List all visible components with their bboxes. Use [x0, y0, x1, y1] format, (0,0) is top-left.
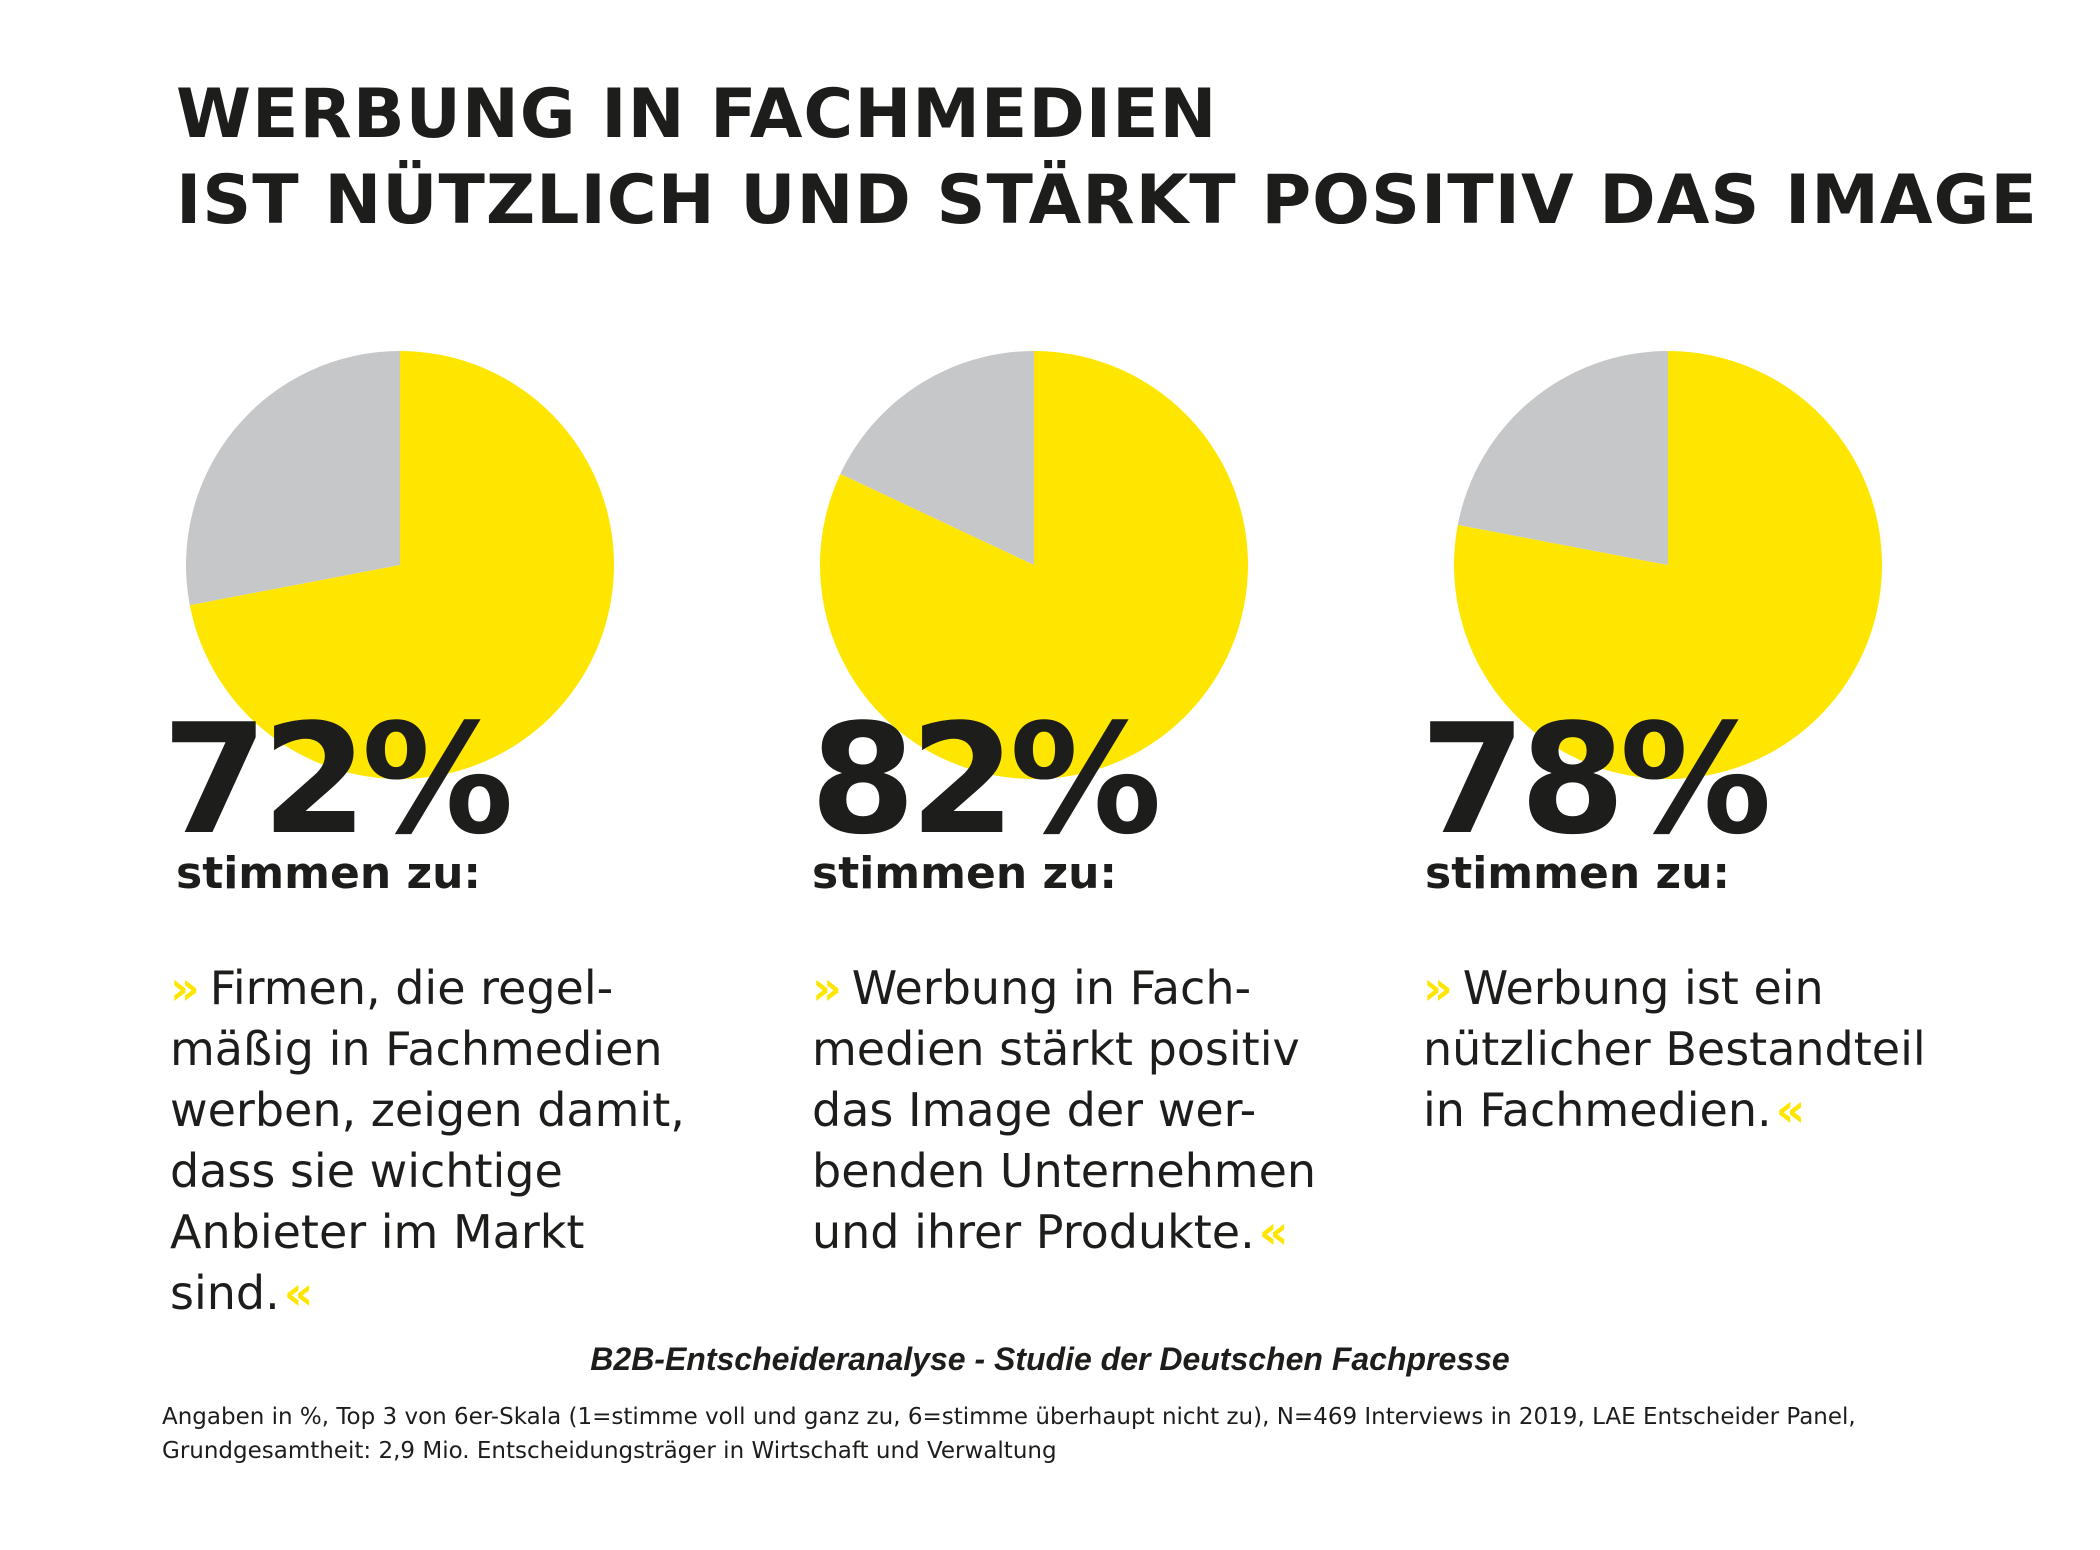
percent-value-3: 78%: [1420, 691, 1772, 868]
statement-text: benden Unternehmen: [812, 1144, 1317, 1198]
statement-line: in Fachmedien.«: [1423, 1080, 1926, 1141]
statement-text: Anbieter im Markt: [170, 1205, 585, 1259]
percent-value-2: 82%: [810, 691, 1162, 868]
quote-close-icon: «: [283, 1266, 314, 1320]
pie-chart-1: [184, 349, 616, 781]
agree-label-2: stimmen zu:: [812, 848, 1118, 899]
statement-3: » Werbung ist ein nützlicher Bestandteil in…: [1423, 958, 1926, 1141]
statement-text: werben, zeigen damit,: [170, 1083, 685, 1137]
quote-open-icon: »: [1423, 961, 1453, 1015]
quote-close-icon: «: [1258, 1205, 1289, 1259]
statement-line: benden Unternehmen: [812, 1141, 1316, 1202]
pie-chart-1-svg: [185, 351, 614, 779]
statement-line: nützlicher Bestandteil: [1423, 1019, 1926, 1080]
statement-line: dass sie wichtige: [170, 1141, 685, 1202]
statement-1: » Firmen, die regel-mäßig in Fachmedien we…: [170, 958, 685, 1324]
quote-open-icon: »: [170, 961, 200, 1015]
title-line-2: IST NÜTZLICH UND STÄRKT POSITIV DAS IMAG…: [176, 161, 2038, 240]
pie-slice-rest: [840, 351, 1034, 565]
pie-slice-agree: [189, 351, 614, 779]
agree-label-1: stimmen zu:: [176, 848, 482, 899]
footnote-line-2: Grundgesamtheit: 2,9 Mio. Entscheidungst…: [162, 1438, 1057, 1464]
pie-slice-rest: [185, 351, 400, 606]
pie-chart-2-svg: [820, 351, 1248, 779]
pie-slice-rest: [1457, 351, 1668, 565]
statement-text: nützlicher Bestandteil: [1423, 1022, 1926, 1076]
statement-line: das Image der wer-: [812, 1080, 1316, 1141]
pie-chart-2: [818, 349, 1250, 781]
statement-line: sind.«: [170, 1263, 685, 1324]
statement-line: » Firmen, die regel-: [170, 958, 685, 1019]
pie-chart-3-svg: [1454, 351, 1882, 779]
statement-line: » Werbung ist ein: [1423, 958, 1926, 1019]
footnote-line-1: Angaben in %, Top 3 von 6er-Skala (1=sti…: [162, 1404, 1856, 1430]
title-line-1: WERBUNG IN FACHMEDIEN: [176, 75, 1218, 154]
statement-text: in Fachmedien.: [1423, 1083, 1772, 1137]
statement-text: Firmen, die regel-: [209, 961, 614, 1015]
statement-text: mäßig in Fachmedien: [170, 1022, 663, 1076]
statement-text: sind.: [170, 1266, 280, 1320]
statement-text: Werbung ist ein: [1462, 961, 1824, 1015]
statement-line: » Werbung in Fach-: [812, 958, 1316, 1019]
statement-line: mäßig in Fachmedien: [170, 1019, 685, 1080]
statement-line: medien stärkt positiv: [812, 1019, 1316, 1080]
statement-text: medien stärkt positiv: [812, 1022, 1300, 1076]
statement-text: das Image der wer-: [812, 1083, 1257, 1137]
statement-2: » Werbung in Fach-medien stärkt positiv da…: [812, 958, 1316, 1263]
statement-text: dass sie wichtige: [170, 1144, 563, 1198]
statement-text: Werbung in Fach-: [851, 961, 1252, 1015]
statement-text: und ihrer Produkte.: [812, 1205, 1255, 1259]
percent-value-1: 72%: [162, 691, 514, 868]
page-title: WERBUNG IN FACHMEDIEN IST NÜTZLICH UND S…: [176, 72, 2038, 244]
pie-chart-3: [1452, 349, 1884, 781]
statement-line: Anbieter im Markt: [170, 1202, 685, 1263]
agree-label-3: stimmen zu:: [1425, 848, 1731, 899]
statement-line: und ihrer Produkte.«: [812, 1202, 1316, 1263]
source-caption: B2B-Entscheideranalyse - Studie der Deut…: [590, 1341, 1510, 1377]
footnote: Angaben in %, Top 3 von 6er-Skala (1=sti…: [162, 1400, 1856, 1468]
quote-open-icon: »: [812, 961, 842, 1015]
statement-line: werben, zeigen damit,: [170, 1080, 685, 1141]
quote-close-icon: «: [1775, 1083, 1806, 1137]
